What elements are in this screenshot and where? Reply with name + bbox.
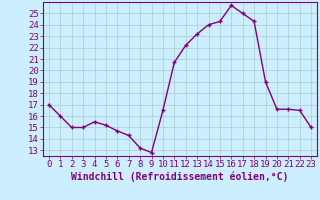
X-axis label: Windchill (Refroidissement éolien,°C): Windchill (Refroidissement éolien,°C) (71, 172, 289, 182)
